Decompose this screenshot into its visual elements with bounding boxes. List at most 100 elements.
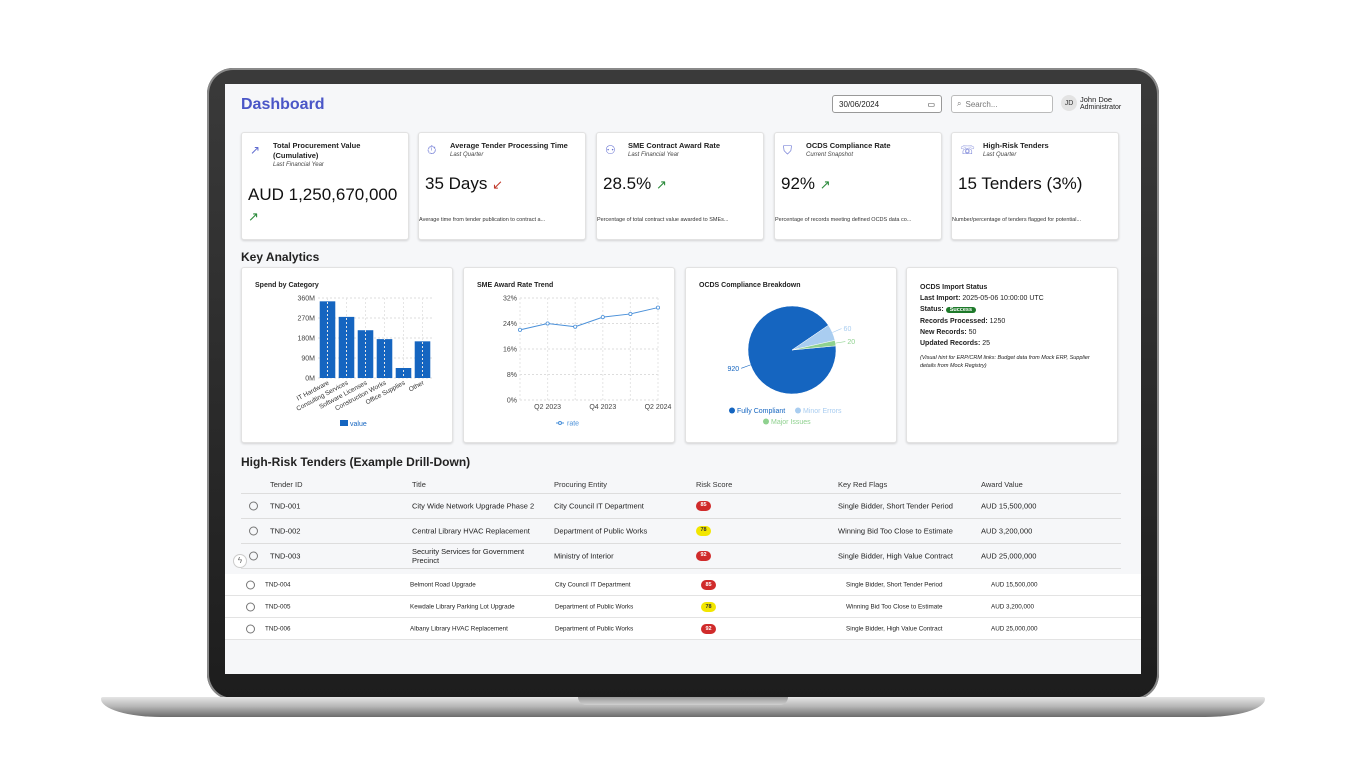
row-radio[interactable]: [246, 602, 255, 611]
row-radio[interactable]: [246, 624, 255, 633]
kpi-desc: Percentage of total contract value award…: [597, 217, 729, 223]
row-radio[interactable]: [249, 526, 258, 536]
kpi-label: OCDS Compliance Rate: [806, 141, 891, 150]
x-tick-label: Q4 2023: [589, 404, 616, 411]
import-status-body: OCDS Import Status Last Import: 2025-05-…: [920, 282, 1110, 370]
cell-flags: Winning Bid Too Close to Estimate: [838, 526, 953, 536]
x-tick-label: Q2 2024: [645, 404, 672, 411]
import-status-title: OCDS Import Status: [920, 284, 988, 291]
series-line: [519, 307, 659, 331]
risk-badge: 85: [701, 579, 716, 590]
kpi-label: SME Contract Award Rate: [628, 141, 721, 150]
col-header-tender-id[interactable]: Tender ID: [270, 480, 303, 489]
kpi-card-high-risk[interactable]: ☏ High-Risk Tenders Last Quarter 15 Tend…: [951, 132, 1119, 240]
kpi-value-text: 92%: [781, 174, 816, 193]
legend-marker: [558, 421, 562, 425]
trend-down-icon: ↙: [492, 177, 504, 192]
cell-value: AUD 15,500,000: [981, 501, 1037, 511]
legend-marker: [795, 407, 801, 414]
kpi-card-sme-rate[interactable]: ⚇ SME Contract Award Rate Last Financial…: [596, 132, 764, 240]
x-tick-label: Q2 2023: [534, 404, 561, 411]
slice-value-label: 20: [847, 339, 855, 346]
processed-value: 1250: [989, 318, 1006, 325]
new-line: New Records: 50: [920, 327, 1110, 338]
kpi-value: AUD 1,250,670,000: [248, 185, 398, 204]
laptop-base: [101, 697, 1265, 717]
kpi-sub: Current Snapshot: [806, 152, 854, 158]
cell-value: AUD 25,000,000: [991, 625, 1038, 632]
data-point: [518, 327, 523, 332]
table-row[interactable]: TND-006 Albany Library HVAC Replacement …: [225, 618, 1141, 640]
kpi-card-ocds-rate[interactable]: ⛉ OCDS Compliance Rate Current Snapshot …: [774, 132, 942, 240]
legend-label: Minor Errors: [803, 408, 842, 415]
alert-bubble-icon: ☏: [960, 143, 976, 157]
cell-value: AUD 3,200,000: [981, 526, 1033, 536]
kpi-label: Average Tender Processing Time: [450, 141, 568, 150]
legend-label: rate: [567, 421, 579, 428]
kpi-value: 15 Tenders (3%): [958, 174, 1083, 193]
section-title-analytics: Key Analytics: [241, 250, 320, 264]
col-header-risk[interactable]: Risk Score: [696, 480, 733, 489]
kpi-sub: Last Quarter: [450, 152, 484, 158]
col-header-title[interactable]: Title: [412, 480, 426, 489]
pie-slice: [791, 340, 837, 351]
last-import-label: Last Import:: [920, 295, 961, 302]
cell-flags: Single Bidder, Short Tender Period: [838, 501, 953, 511]
table-row[interactable]: TND-004 Belmont Road Upgrade City Counci…: [225, 574, 1141, 596]
y-tick-label: 90M: [301, 356, 315, 363]
cell-entity: City Council IT Department: [555, 581, 631, 588]
new-value: 50: [968, 329, 977, 336]
lightning-icon[interactable]: ϟ: [233, 554, 247, 568]
cell-title: Security Services for Government Precinc…: [412, 547, 525, 565]
legend-swatch: [340, 420, 348, 426]
risk-badge: 85: [696, 501, 711, 511]
kpi-sub: Last Quarter: [983, 152, 1017, 158]
cell-entity: Department of Public Works: [555, 625, 634, 632]
cell-id: TND-005: [265, 603, 291, 610]
row-radio[interactable]: [249, 551, 258, 561]
kpi-label: Total Procurement Value (Cumulative): [273, 141, 361, 160]
legend-marker: [729, 407, 735, 414]
last-import-value: 2025-05-06 10:00:00 UTC: [962, 295, 1044, 302]
user-info: John Doe Administrator: [1080, 96, 1121, 112]
row-radio[interactable]: [246, 580, 255, 589]
table-row[interactable]: Security Services for Government Precinc…: [241, 544, 1121, 569]
col-header-entity[interactable]: Procuring Entity: [554, 480, 607, 489]
chart-card-sme-trend: SME Award Rate Trend 32% 24% 16% 8% 0% Q2 202…: [463, 267, 675, 443]
legend-label: Major Issues: [771, 419, 811, 426]
table-row[interactable]: TND-005 Kewdale Library Parking Lot Upgr…: [225, 596, 1141, 618]
y-tick-label: 0M: [305, 376, 315, 383]
status-line: Status: Success: [920, 304, 1110, 316]
y-tick-label: 270M: [297, 316, 315, 323]
chart-card-ocds-breakdown: OCDS Compliance Breakdown 920 60 20 Fully C…: [685, 267, 897, 443]
col-header-value[interactable]: Award Value: [981, 480, 1023, 489]
trend-up-icon: ↗: [819, 177, 831, 192]
date-picker[interactable]: 30/06/2024 ▭: [832, 95, 942, 113]
cell-id: TND-004: [265, 581, 291, 588]
kpi-card-total-procurement[interactable]: ↗ Total Procurement Value (Cumulative) L…: [241, 132, 409, 240]
risk-badge: 92: [696, 551, 711, 561]
cell-title: Kewdale Library Parking Lot Upgrade: [410, 603, 515, 610]
avatar[interactable]: JD: [1061, 95, 1077, 111]
cell-value: AUD 25,000,000: [981, 551, 1037, 561]
calendar-icon[interactable]: ▭: [927, 99, 935, 109]
cell-title: City Wide Network Upgrade Phase 2: [412, 501, 535, 511]
kpi-label: High-Risk Tenders: [983, 141, 1049, 150]
table-row[interactable]: TND-001 City Wide Network Upgrade Phase …: [241, 494, 1121, 519]
search-icon: ⌕: [957, 99, 962, 108]
cell-entity: Department of Public Works: [554, 526, 648, 536]
bar: [395, 368, 412, 378]
cell-flags: Single Bidder, Short Tender Period: [846, 581, 943, 588]
kpi-card-processing-time[interactable]: ⏱ Average Tender Processing Time Last Qu…: [418, 132, 586, 240]
col-header-flags[interactable]: Key Red Flags: [838, 480, 888, 489]
data-point: [545, 321, 550, 326]
cell-id: TND-003: [270, 551, 301, 561]
y-tick-label: 32%: [503, 296, 517, 303]
table-row[interactable]: TND-002 Central Library HVAC Replacement…: [241, 519, 1121, 544]
row-radio[interactable]: [249, 501, 258, 511]
kpi-value: 92% ↗: [781, 174, 831, 194]
cell-flags: Single Bidder, High Value Contract: [838, 551, 953, 561]
kpi-value-text: 35 Days: [425, 174, 488, 193]
search-input[interactable]: ⌕ Search...: [951, 95, 1053, 113]
updated-label: Updated Records:: [920, 340, 981, 347]
